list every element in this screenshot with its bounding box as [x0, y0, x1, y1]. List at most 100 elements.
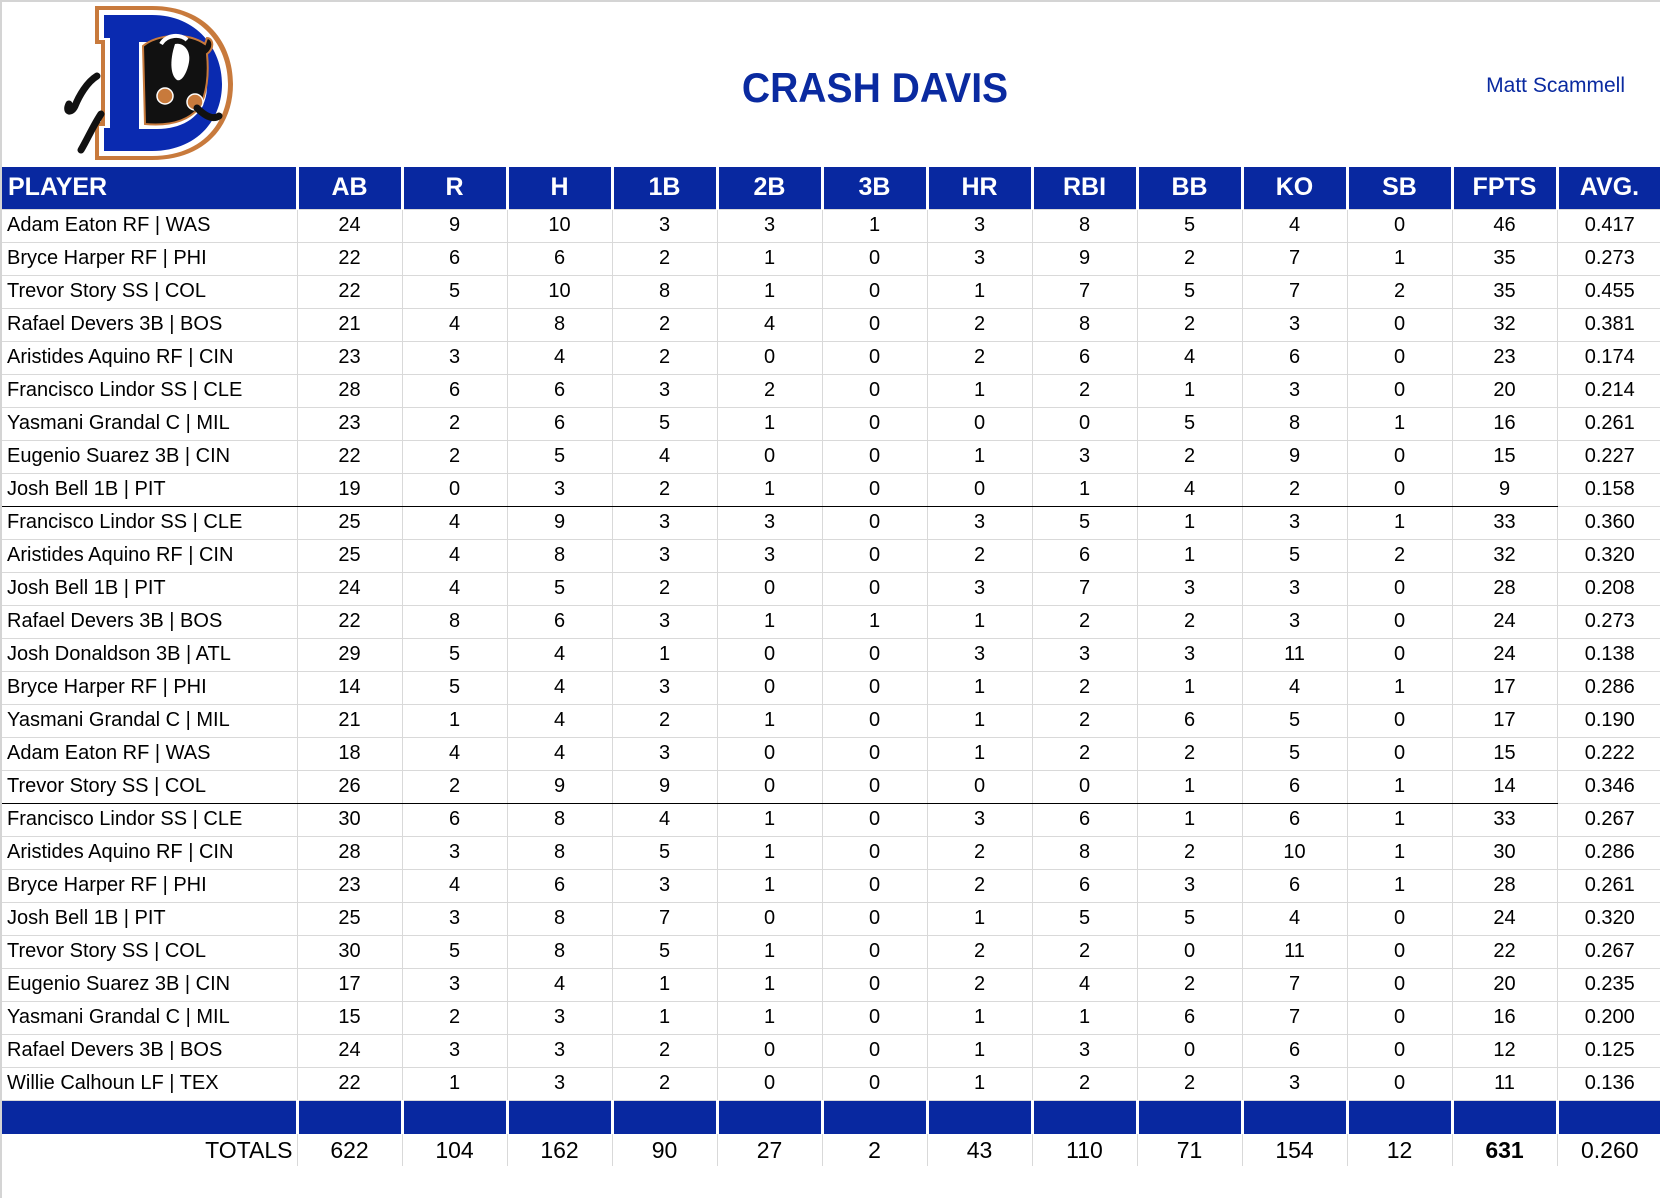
stat-cell-avg[interactable]: 0.346: [1556, 769, 1660, 804]
stat-cell-fpts[interactable]: 17: [1451, 703, 1558, 738]
stat-cell-ko[interactable]: 9: [1241, 439, 1348, 474]
stat-cell-hr[interactable]: 1: [926, 373, 1033, 408]
stat-cell-3b[interactable]: 0: [821, 1066, 928, 1101]
stat-cell-bb[interactable]: 5: [1136, 406, 1243, 441]
player-name-cell[interactable]: Bryce Harper RF | PHI: [2, 241, 298, 276]
stat-cell-sb[interactable]: 1: [1346, 505, 1453, 540]
stat-cell-r[interactable]: 3: [401, 1033, 508, 1068]
stat-cell-1b[interactable]: 1: [611, 1000, 718, 1035]
stat-cell-sb[interactable]: 1: [1346, 802, 1453, 837]
stat-cell-ko[interactable]: 11: [1241, 934, 1348, 969]
stat-cell-fpts[interactable]: 28: [1451, 868, 1558, 903]
stat-cell-3b[interactable]: 0: [821, 769, 928, 804]
stat-cell-3b[interactable]: 0: [821, 670, 928, 705]
stat-cell-h[interactable]: 6: [506, 868, 613, 903]
stat-cell-hr[interactable]: 3: [926, 208, 1033, 243]
stat-cell-avg[interactable]: 0.286: [1556, 670, 1660, 705]
column-header-player[interactable]: PLAYER: [2, 167, 299, 209]
stat-cell-r[interactable]: 3: [401, 340, 508, 375]
stat-cell-hr[interactable]: 1: [926, 439, 1033, 474]
stat-cell-fpts[interactable]: 46: [1451, 208, 1558, 243]
stat-cell-ab[interactable]: 25: [296, 505, 403, 540]
stat-cell-1b[interactable]: 4: [611, 802, 718, 837]
stat-cell-ko[interactable]: 10: [1241, 835, 1348, 870]
stat-cell-ab[interactable]: 24: [296, 208, 403, 243]
stat-cell-2b[interactable]: 1: [716, 604, 823, 639]
stat-cell-ko[interactable]: 8: [1241, 406, 1348, 441]
stat-cell-r[interactable]: 9: [401, 208, 508, 243]
stat-cell-sb[interactable]: 0: [1346, 571, 1453, 606]
stat-cell-bb[interactable]: 1: [1136, 538, 1243, 573]
stat-cell-h[interactable]: 10: [506, 274, 613, 309]
stat-cell-hr[interactable]: 2: [926, 934, 1033, 969]
stat-cell-rbi[interactable]: 2: [1031, 736, 1138, 771]
stat-cell-3b[interactable]: 0: [821, 901, 928, 936]
stat-cell-rbi[interactable]: 4: [1031, 967, 1138, 1002]
stat-cell-2b[interactable]: 3: [716, 208, 823, 243]
stat-cell-1b[interactable]: 3: [611, 373, 718, 408]
stat-cell-r[interactable]: 4: [401, 571, 508, 606]
stat-cell-sb[interactable]: 0: [1346, 373, 1453, 408]
stat-cell-avg[interactable]: 0.267: [1556, 934, 1660, 969]
stat-cell-avg[interactable]: 0.227: [1556, 439, 1660, 474]
stat-cell-avg[interactable]: 0.267: [1556, 802, 1660, 837]
stat-cell-ko[interactable]: 4: [1241, 670, 1348, 705]
stat-cell-1b[interactable]: 5: [611, 934, 718, 969]
stat-cell-sb[interactable]: 0: [1346, 1033, 1453, 1068]
stat-cell-ko[interactable]: 11: [1241, 637, 1348, 672]
stat-cell-1b[interactable]: 2: [611, 1033, 718, 1068]
stat-cell-3b[interactable]: 0: [821, 406, 928, 441]
player-name-cell[interactable]: Eugenio Suarez 3B | CIN: [2, 967, 298, 1002]
stat-cell-3b[interactable]: 0: [821, 736, 928, 771]
stat-cell-rbi[interactable]: 8: [1031, 307, 1138, 342]
stat-cell-ab[interactable]: 15: [296, 1000, 403, 1035]
stat-cell-sb[interactable]: 0: [1346, 967, 1453, 1002]
stat-cell-2b[interactable]: 0: [716, 637, 823, 672]
stat-cell-avg[interactable]: 0.222: [1556, 736, 1660, 771]
stat-cell-avg[interactable]: 0.174: [1556, 340, 1660, 375]
stat-cell-fpts[interactable]: 14: [1451, 769, 1558, 804]
stat-cell-bb[interactable]: 6: [1136, 1000, 1243, 1035]
column-header-3b[interactable]: 3B: [820, 167, 929, 209]
stat-cell-r[interactable]: 3: [401, 901, 508, 936]
stat-cell-r[interactable]: 5: [401, 637, 508, 672]
stat-cell-h[interactable]: 10: [506, 208, 613, 243]
stat-cell-2b[interactable]: 1: [716, 868, 823, 903]
stat-cell-avg[interactable]: 0.286: [1556, 835, 1660, 870]
stat-cell-bb[interactable]: 2: [1136, 604, 1243, 639]
stat-cell-bb[interactable]: 1: [1136, 505, 1243, 540]
player-name-cell[interactable]: Yasmani Grandal C | MIL: [2, 406, 298, 441]
stat-cell-fpts[interactable]: 20: [1451, 373, 1558, 408]
stat-cell-avg[interactable]: 0.320: [1556, 901, 1660, 936]
stat-cell-sb[interactable]: 0: [1346, 1066, 1453, 1101]
stat-cell-r[interactable]: 4: [401, 868, 508, 903]
stat-cell-hr[interactable]: 0: [926, 769, 1033, 804]
stat-cell-ab[interactable]: 21: [296, 703, 403, 738]
stat-cell-3b[interactable]: 0: [821, 703, 928, 738]
stat-cell-3b[interactable]: 0: [821, 835, 928, 870]
stat-cell-bb[interactable]: 2: [1136, 1066, 1243, 1101]
stat-cell-avg[interactable]: 0.261: [1556, 406, 1660, 441]
stat-cell-rbi[interactable]: 7: [1031, 274, 1138, 309]
stat-cell-sb[interactable]: 0: [1346, 901, 1453, 936]
stat-cell-avg[interactable]: 0.158: [1556, 472, 1660, 507]
stat-cell-ab[interactable]: 23: [296, 868, 403, 903]
stat-cell-ko[interactable]: 3: [1241, 373, 1348, 408]
stat-cell-3b[interactable]: 0: [821, 637, 928, 672]
stat-cell-2b[interactable]: 0: [716, 901, 823, 936]
stat-cell-sb[interactable]: 1: [1346, 835, 1453, 870]
stat-cell-2b[interactable]: 0: [716, 670, 823, 705]
stat-cell-rbi[interactable]: 1: [1031, 472, 1138, 507]
stat-cell-ko[interactable]: 6: [1241, 802, 1348, 837]
stat-cell-rbi[interactable]: 2: [1031, 670, 1138, 705]
stat-cell-r[interactable]: 5: [401, 274, 508, 309]
stat-cell-ab[interactable]: 29: [296, 637, 403, 672]
stat-cell-fpts[interactable]: 35: [1451, 274, 1558, 309]
stat-cell-fpts[interactable]: 12: [1451, 1033, 1558, 1068]
stat-cell-r[interactable]: 8: [401, 604, 508, 639]
stat-cell-bb[interactable]: 3: [1136, 571, 1243, 606]
stat-cell-bb[interactable]: 0: [1136, 934, 1243, 969]
stat-cell-2b[interactable]: 1: [716, 406, 823, 441]
player-name-cell[interactable]: Josh Bell 1B | PIT: [2, 571, 298, 606]
stat-cell-rbi[interactable]: 0: [1031, 769, 1138, 804]
